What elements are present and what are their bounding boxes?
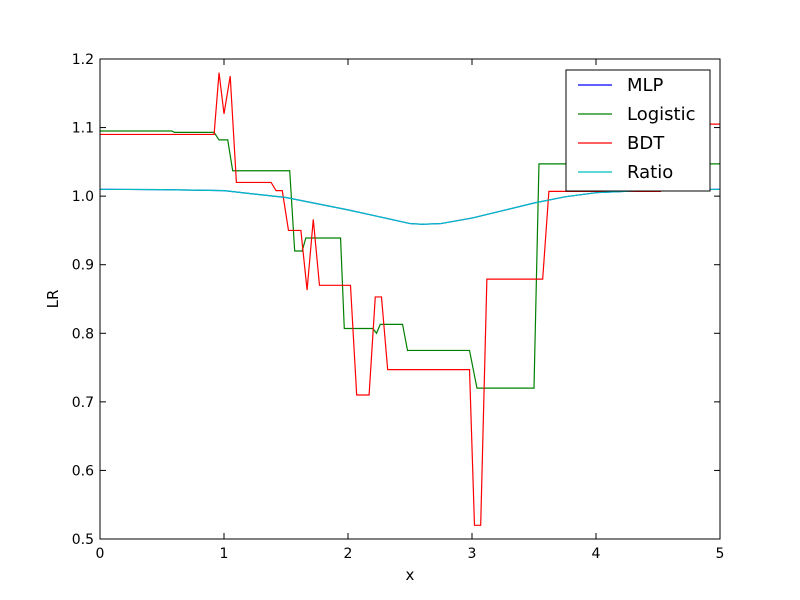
- x-tick-label: 3: [468, 546, 477, 562]
- y-tick-label: 0.6: [72, 463, 94, 479]
- y-tick-label: 1.2: [72, 52, 94, 68]
- legend-label-ratio: Ratio: [627, 162, 673, 183]
- y-axis-label: LR: [44, 290, 62, 309]
- plot-frame: [99, 58, 721, 540]
- y-tick-label: 1.0: [72, 189, 94, 205]
- legend-label-bdt: BDT: [627, 133, 665, 154]
- x-tick-label: 4: [592, 546, 601, 562]
- series-line-logistic: [100, 130, 720, 389]
- legend: MLP Logistic BDT Ratio: [565, 69, 711, 192]
- x-tick-label: 5: [716, 546, 725, 562]
- x-axis-label: x: [406, 566, 415, 584]
- series-layer: [100, 72, 720, 526]
- tick-layer: 0 1 2 3 4 5 0.5 0.6 0.7 0.8 0.9 1.0 1.1 1.2: [72, 52, 725, 562]
- series-line-ratio: [100, 188, 720, 225]
- y-tick-label: 1.1: [72, 121, 94, 137]
- y-tick-label: 0.9: [72, 258, 94, 274]
- legend-label-logistic: Logistic: [627, 104, 695, 125]
- axes-layer: [99, 58, 721, 540]
- y-tick-label: 0.8: [72, 326, 94, 342]
- series-line-bdt: [100, 72, 720, 526]
- legend-box: [565, 69, 711, 192]
- x-tick-label: 0: [96, 546, 105, 562]
- y-tick-label: 0.5: [72, 532, 94, 548]
- y-tick-label: 0.7: [72, 395, 94, 411]
- x-tick-label: 2: [344, 546, 353, 562]
- x-tick-label: 1: [220, 546, 229, 562]
- legend-label-mlp: MLP: [627, 75, 664, 96]
